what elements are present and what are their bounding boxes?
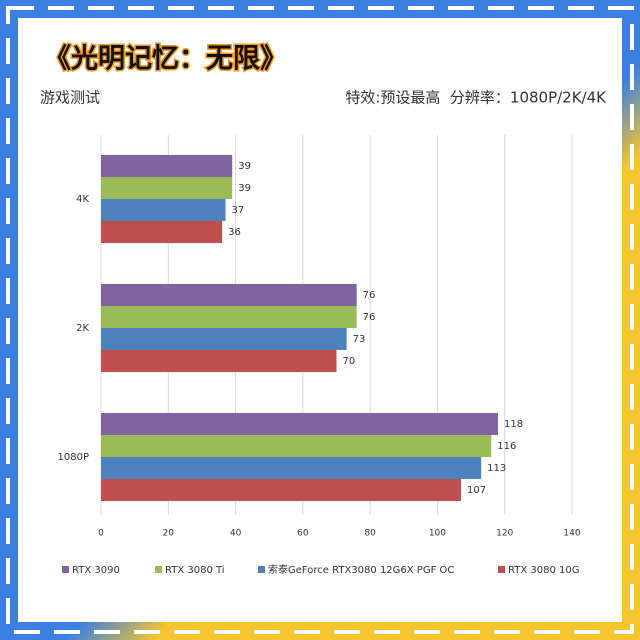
data-label: 36 [228, 227, 241, 238]
y-tick-label: 1080P [58, 452, 89, 463]
data-label: 39 [238, 161, 251, 172]
bar [101, 350, 337, 372]
legend-label: RTX 3090 [72, 565, 120, 576]
data-label: 76 [363, 290, 376, 301]
x-tick-label: 40 [230, 529, 242, 539]
chart-title: 《光明记忆：无限》 [44, 44, 287, 75]
legend-swatch [498, 566, 505, 573]
x-tick-label: 60 [297, 529, 309, 539]
bar [101, 435, 492, 457]
data-label: 107 [467, 485, 486, 496]
x-tick-label: 80 [364, 529, 376, 539]
annotation: 特效:预设最高 分辨率：1080P/2K/4K [345, 89, 607, 107]
y-tick-label: 4K [76, 194, 89, 205]
chart-subtitle: 游戏测试 [40, 89, 100, 107]
bar [101, 413, 498, 435]
frame-dashes [6, 6, 634, 634]
x-tick-label: 120 [496, 529, 513, 539]
bar [101, 284, 357, 306]
data-label: 37 [231, 205, 244, 216]
legend-swatch [258, 566, 265, 573]
bar [101, 177, 233, 199]
data-label: 73 [353, 334, 366, 345]
x-tick-label: 100 [429, 529, 446, 539]
data-label: 118 [504, 419, 523, 430]
x-tick-label: 140 [563, 529, 580, 539]
legend-label: RTX 3080 10G [508, 565, 579, 576]
bar [101, 221, 223, 243]
data-label: 76 [363, 312, 376, 323]
data-label: 116 [497, 441, 516, 452]
bar [101, 199, 226, 221]
bar [101, 328, 347, 350]
legend-swatch [155, 566, 162, 573]
bar [101, 457, 482, 479]
bar [101, 155, 233, 177]
x-tick-label: 20 [163, 529, 175, 539]
legend-label: 索泰GeForce RTX3080 12G6X PGF OC [268, 563, 454, 576]
bar [101, 479, 461, 501]
bar [101, 306, 357, 328]
x-tick-label: 0 [98, 529, 104, 539]
data-label: 39 [238, 183, 251, 194]
y-tick-label: 2K [76, 323, 89, 334]
data-label: 70 [343, 356, 356, 367]
data-label: 113 [487, 463, 506, 474]
legend-swatch [62, 566, 69, 573]
legend-label: RTX 3080 Ti [165, 565, 225, 576]
